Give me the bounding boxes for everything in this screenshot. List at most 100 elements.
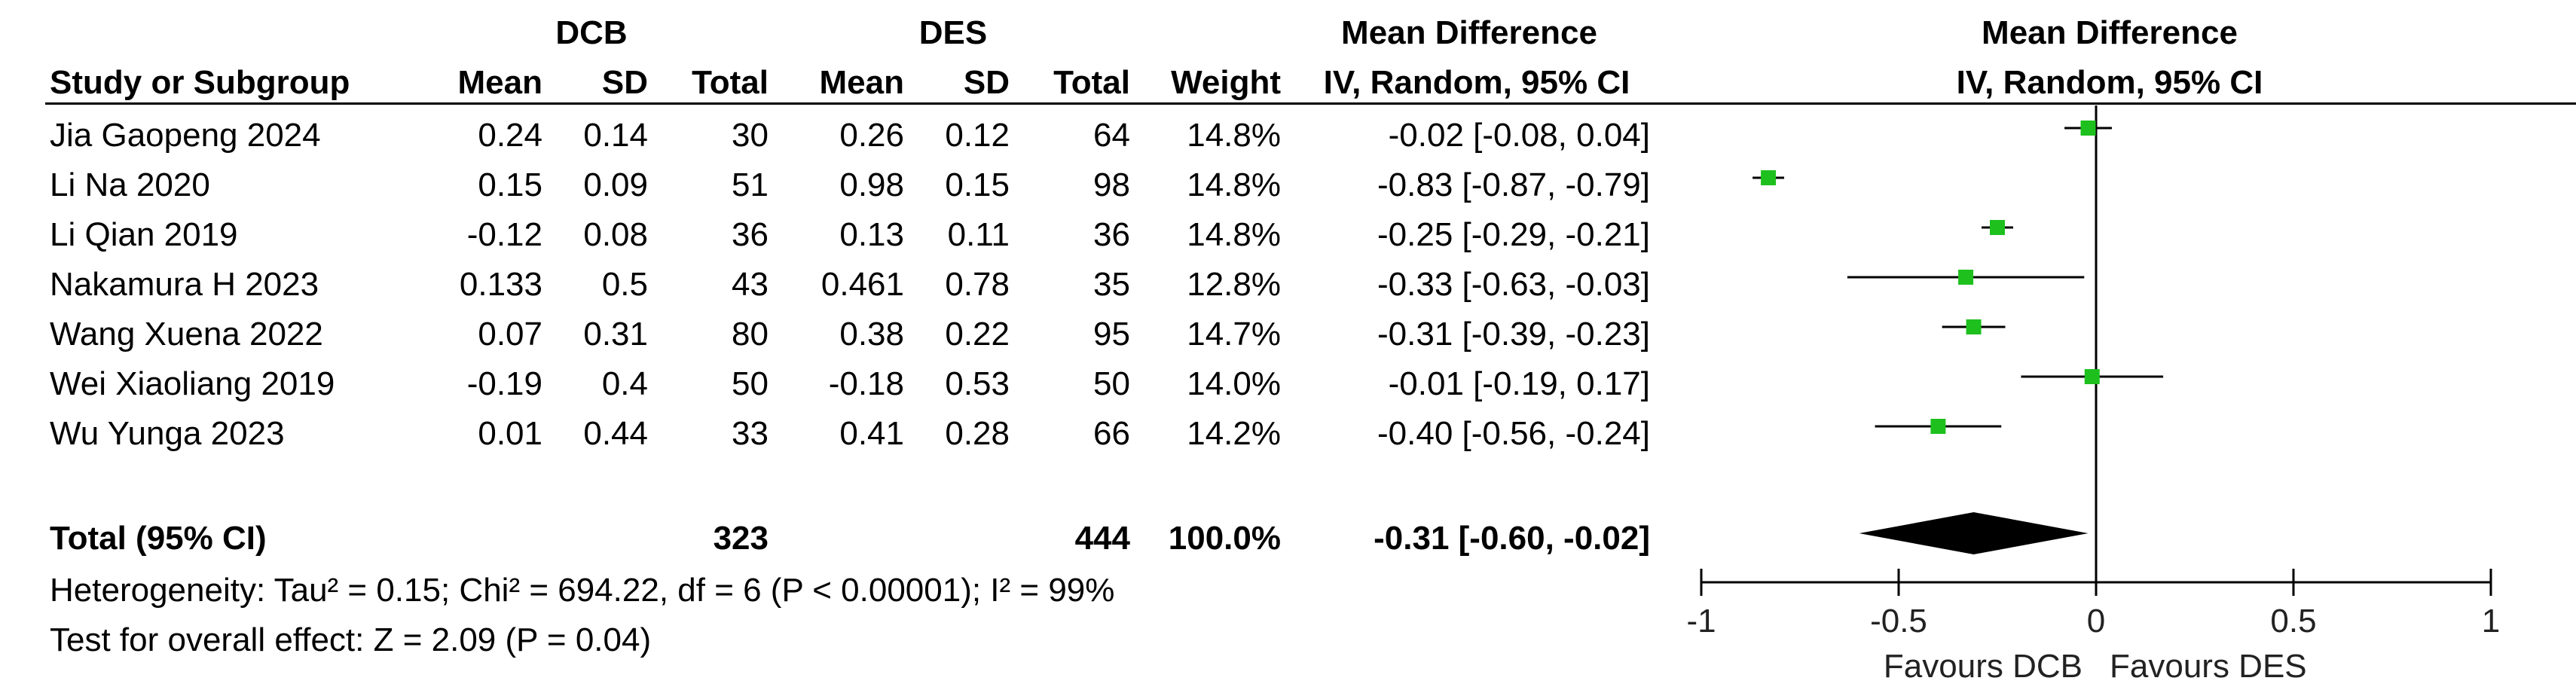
dcb-total: 51 [732,166,769,203]
des-sd: 0.22 [945,316,1010,353]
heterogeneity-text: Heterogeneity: Tau² = 0.15; Chi² = 694.2… [50,572,1115,609]
weight-value: 12.8% [1187,266,1281,303]
md-ci-value: -0.01 [-0.19, 0.17] [1388,365,1650,402]
md-ci-value: -0.33 [-0.63, -0.03] [1377,266,1650,303]
study-effect-marker [1990,220,2005,235]
group2-header: DES [918,14,988,51]
des-sd: 0.53 [945,365,1010,402]
total-dcb-n: 323 [713,520,769,557]
md-ci-value: -0.40 [-0.56, -0.24] [1377,415,1650,452]
dcb-sd: 0.31 [583,316,648,353]
study-name: Li Qian 2019 [50,216,238,253]
x-tick-label: 0.5 [2270,603,2316,640]
weight-value: 14.8% [1187,117,1281,154]
study-column-header: Study or Subgroup [50,64,350,101]
weight-value: 14.0% [1187,365,1281,402]
x-tick-label: -1 [1686,603,1716,640]
des-mean-header: Mean [819,64,904,101]
dcb-total: 50 [732,365,769,402]
des-mean: 0.461 [820,266,904,303]
x-tick-label: 0 [2087,603,2105,640]
md-ci-value: -0.25 [-0.29, -0.21] [1377,216,1650,253]
study-name: Wu Yunga 2023 [50,415,285,452]
weight-value: 14.2% [1187,415,1281,452]
pooled-effect-diamond [1859,512,2089,554]
des-total: 50 [1093,365,1130,402]
des-total: 95 [1093,316,1130,353]
dcb-mean: 0.133 [459,266,542,303]
des-mean: 0.98 [839,166,904,203]
dcb-total: 43 [732,266,769,303]
des-sd: 0.78 [945,266,1010,303]
dcb-total-header: Total [692,64,769,101]
study-effect-marker [1966,319,1982,334]
dcb-total: 80 [732,316,769,353]
md-ci-value: -0.83 [-0.87, -0.79] [1377,166,1650,203]
total-weight: 100.0% [1168,520,1281,557]
dcb-sd: 0.09 [583,166,648,203]
des-total-header: Total [1053,64,1130,101]
des-mean: 0.13 [839,216,904,253]
favours-left-label: Favours DCB [1884,648,2082,685]
des-sd: 0.28 [945,415,1010,452]
plot-title: Mean Difference [1982,14,2238,51]
x-tick-label: 1 [2482,603,2500,640]
md-method-header: IV, Random, 95% CI [1323,64,1630,101]
study-name: Li Na 2020 [50,166,210,203]
md-ci-value: -0.31 [-0.39, -0.23] [1377,316,1650,353]
study-name: Nakamura H 2023 [50,266,319,303]
des-total: 66 [1093,415,1130,452]
group1-header: DCB [555,14,628,51]
dcb-sd: 0.14 [583,117,648,154]
study-effect-marker [1930,419,1946,434]
dcb-mean-header: Mean [457,64,542,101]
dcb-mean: -0.12 [466,216,542,253]
dcb-sd: 0.44 [583,415,648,452]
dcb-mean: 0.07 [478,316,542,353]
dcb-sd: 0.5 [601,266,648,303]
weight-header: Weight [1171,64,1281,101]
plot-method-header: IV, Random, 95% CI [1956,64,2263,101]
total-label: Total (95% CI) [50,520,267,557]
dcb-total: 33 [732,415,769,452]
dcb-total: 30 [732,117,769,154]
x-tick-label: -0.5 [1870,603,1927,640]
des-total: 36 [1093,216,1130,253]
study-effect-marker [2084,369,2100,384]
des-sd: 0.15 [945,166,1010,203]
des-mean: 0.26 [839,117,904,154]
des-mean: 0.41 [839,415,904,452]
des-sd: 0.11 [947,216,1010,253]
weight-value: 14.8% [1187,166,1281,203]
des-total: 98 [1093,166,1130,203]
md-ci-value: -0.02 [-0.08, 0.04] [1388,117,1650,154]
study-effect-marker [1958,270,1974,285]
dcb-sd-header: SD [601,64,648,101]
des-total: 35 [1093,266,1130,303]
weight-value: 14.8% [1187,216,1281,253]
des-sd-header: SD [963,64,1010,101]
overall-effect-text: Test for overall effect: Z = 2.09 (P = 0… [50,621,652,658]
des-total: 64 [1093,117,1130,154]
total-ci: -0.31 [-0.60, -0.02] [1374,520,1650,557]
dcb-mean: 0.15 [478,166,542,203]
favours-right-label: Favours DES [2110,648,2307,685]
dcb-sd: 0.08 [583,216,648,253]
header-rule [45,102,2576,105]
dcb-mean: 0.24 [478,117,542,154]
study-name: Jia Gaopeng 2024 [50,117,321,154]
study-name: Wei Xiaoliang 2019 [50,365,335,402]
md-column-title: Mean Difference [1341,14,1597,51]
dcb-sd: 0.4 [601,365,648,402]
des-sd: 0.12 [945,117,1010,154]
dcb-total: 36 [732,216,769,253]
dcb-mean: 0.01 [478,415,542,452]
dcb-mean: -0.19 [466,365,542,402]
des-mean: -0.18 [828,365,904,402]
weight-value: 14.7% [1187,316,1281,353]
study-name: Wang Xuena 2022 [50,316,323,353]
des-mean: 0.38 [839,316,904,353]
study-effect-marker [1761,170,1777,185]
